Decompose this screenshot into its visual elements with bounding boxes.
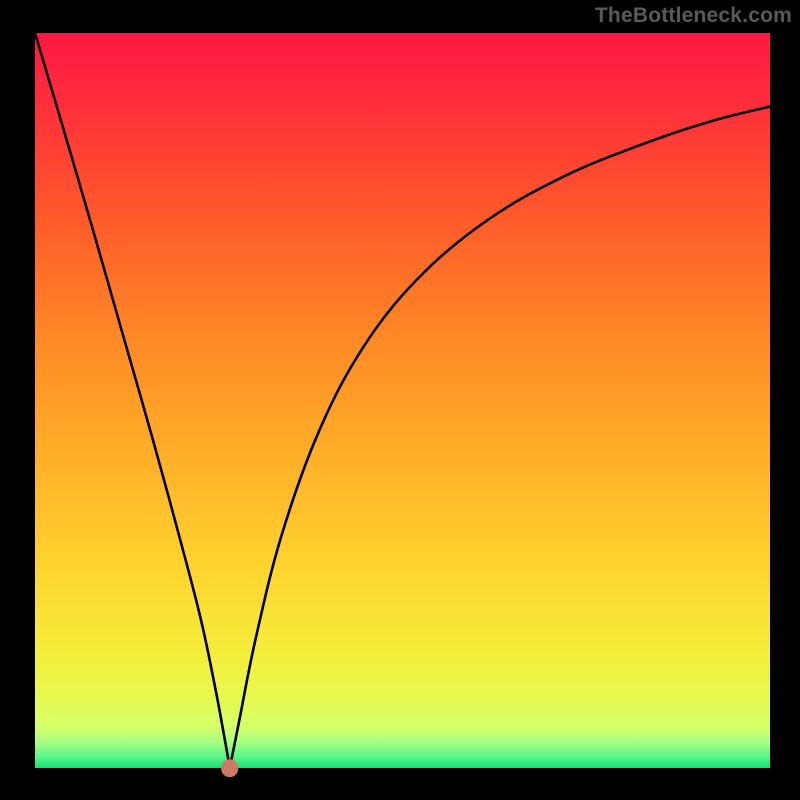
watermark-text: TheBottleneck.com — [595, 4, 792, 28]
plot-area — [35, 33, 770, 768]
minimum-marker — [221, 759, 239, 777]
bottleneck-curve — [35, 33, 770, 768]
curve-overlay — [35, 33, 770, 768]
chart-canvas: TheBottleneck.com — [0, 0, 800, 800]
